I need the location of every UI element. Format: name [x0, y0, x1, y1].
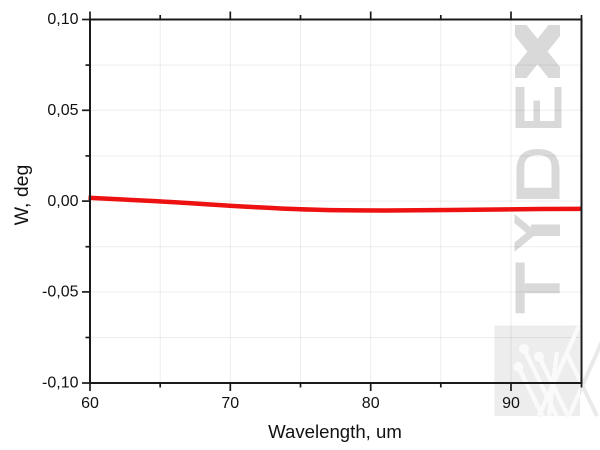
svg-text:80: 80 — [362, 395, 380, 412]
svg-text:0,05: 0,05 — [47, 102, 78, 119]
svg-text:90: 90 — [502, 395, 520, 412]
svg-text:-0,10: -0,10 — [42, 374, 79, 391]
svg-text:60: 60 — [81, 395, 99, 412]
svg-text:70: 70 — [221, 395, 239, 412]
svg-text:0,00: 0,00 — [47, 193, 78, 210]
svg-text:0,10: 0,10 — [47, 11, 78, 28]
svg-text:W, deg: W, deg — [11, 165, 33, 226]
svg-text:-0,05: -0,05 — [42, 284, 79, 301]
svg-text:Wavelength, um: Wavelength, um — [268, 421, 402, 442]
